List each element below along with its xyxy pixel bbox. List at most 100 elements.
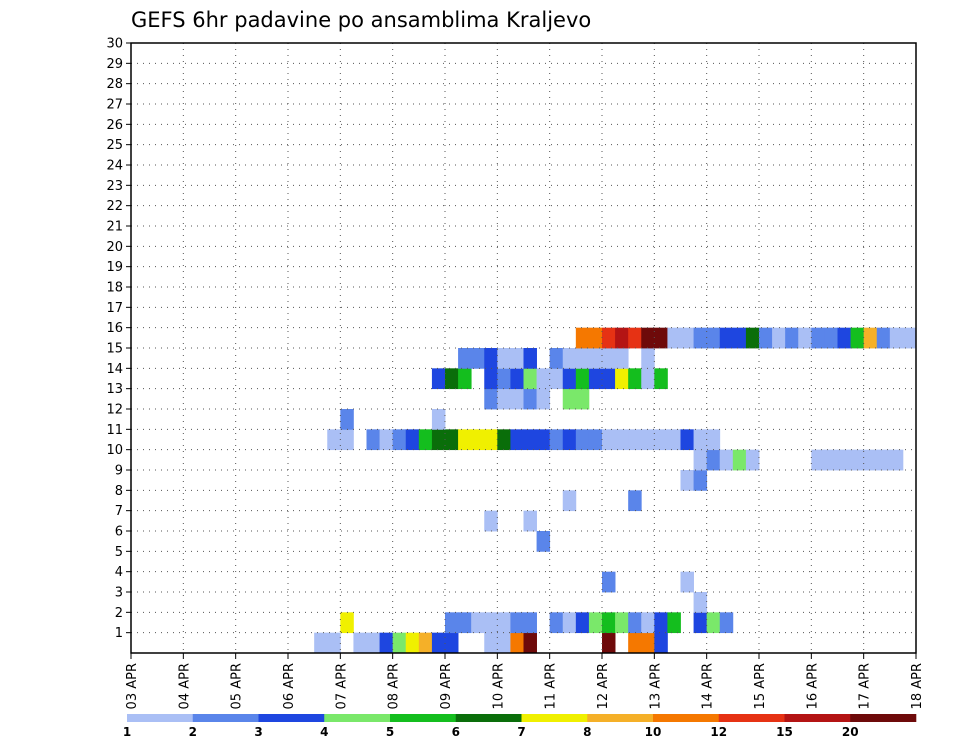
- heatmap-cell: [680, 327, 694, 349]
- heatmap-cell: [497, 348, 511, 369]
- y-tick-label: 23: [106, 179, 123, 194]
- heatmap-cell: [680, 429, 694, 451]
- y-tick-label: 3: [115, 586, 123, 601]
- heatmap-cell: [693, 449, 708, 471]
- heatmap-cell: [641, 368, 655, 390]
- x-tick-label: 06 APR: [282, 663, 297, 709]
- colorbar-label: 8: [583, 725, 591, 739]
- heatmap-cell: [405, 429, 420, 451]
- heatmap-cell: [615, 348, 629, 369]
- heatmap-cell: [798, 327, 812, 349]
- heatmap-cell: [510, 612, 524, 634]
- colorbar-label: 3: [254, 725, 262, 739]
- colorbar-swatch: [127, 714, 194, 722]
- heatmap-cell: [654, 429, 668, 451]
- heatmap-cell: [549, 368, 564, 390]
- y-tick-labels: 1234567891011121314151617181920212223242…: [106, 37, 123, 642]
- heatmap-cell: [471, 429, 485, 451]
- y-tick-label: 2: [115, 606, 123, 621]
- heatmap-cell: [523, 510, 537, 532]
- heatmap-cell: [680, 470, 694, 491]
- y-tick-label: 13: [106, 382, 123, 397]
- cells-layer: [314, 327, 917, 654]
- heatmap-cell: [510, 632, 524, 654]
- y-tick-label: 26: [106, 118, 123, 133]
- heatmap-cell: [497, 612, 511, 634]
- heatmap-cell: [641, 632, 655, 654]
- heatmap-cell: [575, 388, 590, 410]
- heatmap-cell: [811, 449, 825, 471]
- x-tick-label: 10 APR: [491, 663, 506, 709]
- heatmap-cell: [340, 612, 354, 634]
- colorbar-label: 20: [842, 725, 859, 739]
- heatmap-cell: [445, 429, 459, 451]
- heatmap-cell: [824, 327, 838, 349]
- heatmap-cell: [693, 327, 708, 349]
- heatmap-cell: [588, 327, 603, 349]
- y-tick-label: 28: [106, 77, 123, 92]
- colorbar-label: 12: [710, 725, 727, 739]
- y-tick-label: 10: [106, 443, 123, 458]
- colorbar-swatch: [587, 714, 654, 722]
- heatmap-cell: [536, 388, 551, 410]
- heatmap-cell: [523, 388, 537, 410]
- colorbar-swatch: [850, 714, 917, 722]
- y-tick-label: 4: [115, 565, 123, 580]
- x-tick-label: 08 APR: [387, 663, 402, 709]
- heatmap-cell: [523, 348, 537, 369]
- heatmap-cell: [366, 632, 380, 654]
- y-tick-label: 12: [106, 403, 123, 418]
- heatmap-cell: [693, 592, 708, 613]
- heatmap-cell: [575, 348, 590, 369]
- heatmap-cell: [719, 327, 734, 349]
- x-tick-label: 03 APR: [125, 663, 140, 709]
- axes-layer: [126, 42, 917, 659]
- heatmap-cell: [628, 490, 642, 512]
- heatmap-cell: [837, 449, 851, 471]
- y-tick-label: 19: [106, 260, 123, 275]
- heatmap-cell: [615, 327, 629, 349]
- y-tick-label: 15: [106, 342, 123, 357]
- colorbar-label: 7: [517, 725, 525, 739]
- heatmap-cell: [418, 429, 433, 451]
- heatmap-cell: [510, 368, 524, 390]
- heatmap-cell: [628, 429, 642, 451]
- heatmap-cell: [510, 348, 524, 369]
- heatmap-cell: [693, 612, 708, 634]
- heatmap-cell: [902, 327, 917, 349]
- heatmap-cell: [562, 368, 577, 390]
- heatmap-cell: [850, 327, 865, 349]
- heatmap-cell: [732, 327, 747, 349]
- heatmap-cell: [562, 612, 577, 634]
- x-tick-labels: 03 APR 04 APR 05 APR 06 APR 07 APR 08 APR 09 A…: [125, 663, 925, 709]
- heatmap-cell: [458, 612, 472, 634]
- colorbar-label: 15: [776, 725, 793, 739]
- heatmap-cell: [706, 612, 721, 634]
- y-tick-label: 29: [106, 57, 123, 72]
- heatmap-cell: [641, 429, 655, 451]
- heatmap-cell: [654, 612, 668, 634]
- heatmap-cell: [602, 632, 616, 654]
- heatmap-cell: [615, 368, 629, 390]
- heatmap-cell: [418, 632, 433, 654]
- heatmap-cell: [667, 327, 681, 349]
- heatmap-cell: [445, 632, 459, 654]
- heatmap-cell: [602, 571, 616, 593]
- y-tick-label: 11: [106, 423, 123, 438]
- heatmap-cell: [445, 612, 459, 634]
- y-tick-label: 6: [115, 525, 123, 540]
- y-tick-label: 24: [106, 159, 123, 174]
- x-tick-label: 12 APR: [596, 663, 611, 709]
- heatmap-cell: [863, 449, 878, 471]
- heatmap-cell: [471, 348, 485, 369]
- heatmap-cell: [706, 327, 721, 349]
- heatmap-cell: [575, 429, 590, 451]
- heatmap-cell: [732, 449, 747, 471]
- y-tick-label: 22: [106, 199, 123, 214]
- heatmap-cell: [405, 632, 420, 654]
- heatmap-cell: [484, 388, 498, 410]
- heatmap-cell: [876, 327, 891, 349]
- heatmap-cell: [602, 327, 616, 349]
- heatmap-cell: [484, 429, 498, 451]
